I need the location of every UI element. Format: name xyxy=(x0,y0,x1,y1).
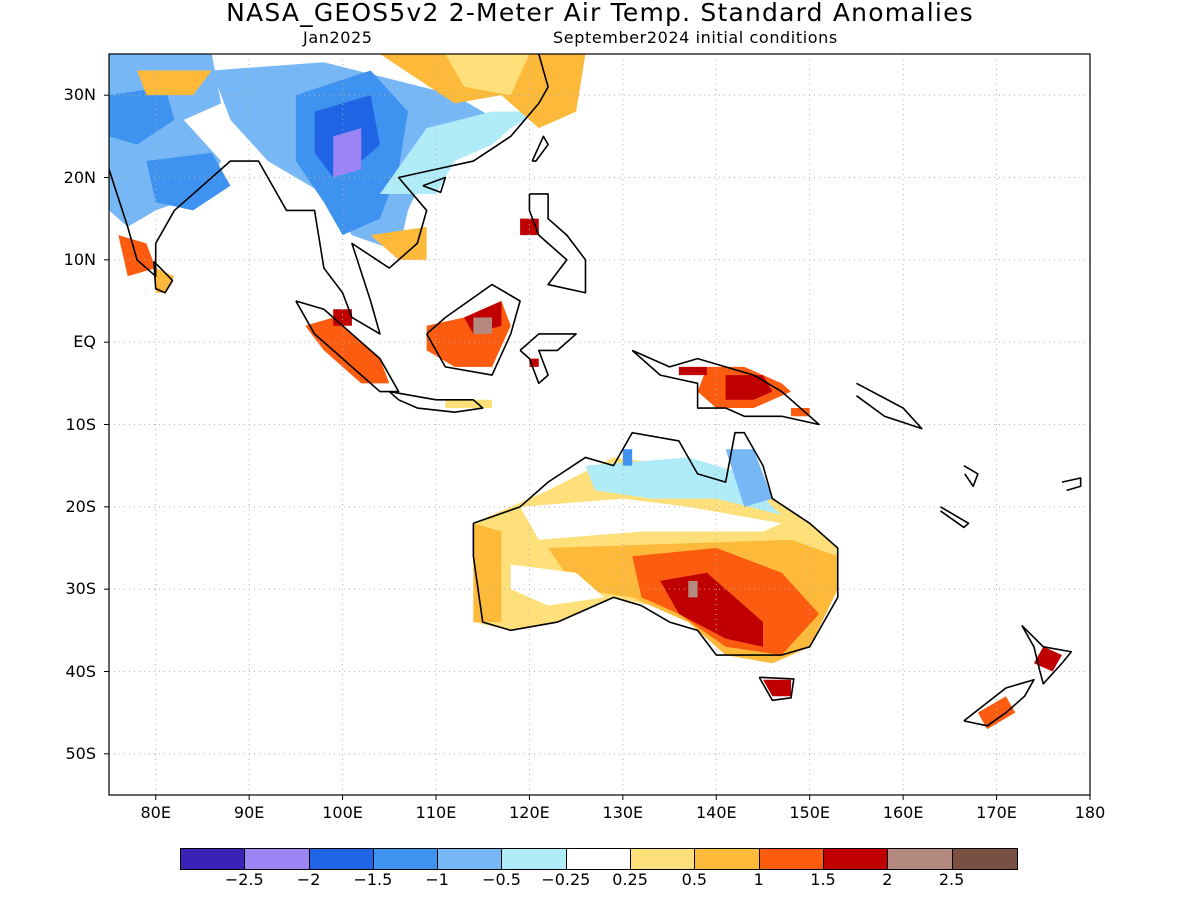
lat-label: 20S xyxy=(65,496,96,516)
lon-label: 110E xyxy=(415,803,457,822)
colorbar-label: 2.5 xyxy=(938,870,965,889)
lat-label: 10S xyxy=(65,414,96,434)
lon-label: 130E xyxy=(602,803,644,822)
lat-label: 30S xyxy=(65,579,96,599)
lat-label: 10N xyxy=(63,249,96,269)
new-guinea-very-hot-region xyxy=(725,375,773,400)
graticule xyxy=(104,54,1091,800)
lon-label: 100E xyxy=(322,803,363,822)
cape-york-cool-region xyxy=(725,449,773,507)
south-india-hot-region xyxy=(118,235,156,277)
colorbar-swatch xyxy=(245,849,310,869)
colorbar-label: −0.25 xyxy=(541,870,591,889)
colorbar-label: −2 xyxy=(296,870,321,889)
myanmar-very-cold-region xyxy=(333,128,362,178)
colorbar-swatch xyxy=(502,849,567,869)
sumatra-hot-region xyxy=(305,317,390,384)
colorbar xyxy=(180,848,1018,870)
new-caledonia-coastline xyxy=(940,506,970,529)
colorbar-swatch xyxy=(309,849,374,869)
fiji-coastline xyxy=(1061,477,1082,492)
colorbar-swatch xyxy=(373,849,439,869)
srilanka-warm-region xyxy=(155,268,175,293)
colorbar-swatch xyxy=(181,849,246,869)
java-coastline xyxy=(388,390,484,413)
colorbar-label: 2 xyxy=(882,870,893,889)
colorbar-label: −2.5 xyxy=(224,870,264,889)
initial-conditions: September2024 initial conditions xyxy=(553,28,838,47)
colorbar-label: 1 xyxy=(753,870,764,889)
lon-label: 150E xyxy=(789,803,831,822)
colorbar-swatch xyxy=(823,849,889,869)
solomon-islands-coastline xyxy=(855,382,923,430)
india-cold-region xyxy=(146,152,231,211)
new-zealand-south-coastline xyxy=(963,678,1035,727)
lat-label: 20N xyxy=(63,167,96,187)
mainland-asia-coastline xyxy=(109,54,549,335)
sulawesi-coastline xyxy=(519,333,577,385)
colorbar-label: 0.5 xyxy=(681,870,708,889)
colorbar-label: 0.25 xyxy=(612,870,648,889)
tibet-warm-region xyxy=(137,70,212,96)
borneo-coastline xyxy=(425,283,521,376)
sumatra-coastline xyxy=(295,300,400,393)
lat-label: EQ xyxy=(73,332,96,352)
taiwan-coastline xyxy=(531,135,549,162)
new-guinea-coastline xyxy=(631,349,820,426)
forecast-month: Jan2025 xyxy=(303,28,373,47)
lon-label: 120E xyxy=(509,803,550,822)
lon-label: 160E xyxy=(882,803,924,822)
sri-lanka-coastline xyxy=(153,260,174,294)
china-mild-region xyxy=(445,54,530,96)
lon-label: 180 xyxy=(1074,803,1106,822)
lon-label: 90E xyxy=(233,803,265,822)
lat-label: 50S xyxy=(65,743,96,763)
australia-coastline xyxy=(472,431,839,656)
cambodia-warm-region xyxy=(370,226,427,260)
new-zealand-north-coastline xyxy=(1021,624,1073,685)
arnhem-cold-region xyxy=(622,449,633,466)
tasmania-coastline xyxy=(758,676,795,702)
vanuatu-coastline xyxy=(963,464,979,488)
colorbar-swatch xyxy=(952,849,1017,869)
map-title: NASA_GEOS5v2 2-Meter Air Temp. Standard … xyxy=(226,0,974,27)
lon-label: 140E xyxy=(695,803,737,822)
coastlines xyxy=(109,54,1082,727)
colorbar-label: −0.5 xyxy=(482,870,521,889)
anomaly-fields xyxy=(109,54,1062,730)
new-guinea-very-hot-region xyxy=(678,366,707,376)
colorbar-swatch xyxy=(695,849,760,869)
colorbar-swatch xyxy=(888,849,953,869)
java-mild-region xyxy=(445,399,493,409)
new-zealand-hot-region xyxy=(977,696,1016,730)
map-frame xyxy=(108,53,1091,796)
colorbar-swatch xyxy=(759,849,824,869)
india-cold-region xyxy=(109,86,175,145)
australia-very-hot-region xyxy=(660,572,763,647)
colorbar-label: 1.5 xyxy=(810,870,836,889)
lon-label: 80E xyxy=(140,803,171,822)
australia-extreme-region xyxy=(688,580,698,598)
western-australia-warm-region xyxy=(473,523,502,623)
australia-neutral-region xyxy=(510,564,605,606)
philippines-coastline xyxy=(528,193,587,294)
hainan-coastline xyxy=(422,176,447,194)
colorbar-label: −1.5 xyxy=(353,870,393,889)
new-zealand-hot-region xyxy=(1033,646,1062,672)
lon-label: 170E xyxy=(976,803,1017,822)
tasmania-hot-region xyxy=(763,679,792,697)
colorbar-swatch xyxy=(566,849,632,869)
lat-label: 30N xyxy=(63,85,96,105)
colorbar-swatch xyxy=(438,849,503,869)
colorbar-swatch xyxy=(631,849,696,869)
borneo-extreme-region xyxy=(473,317,493,334)
new-guinea-hot-region xyxy=(791,408,810,417)
colorbar-label: −1 xyxy=(425,870,449,889)
lat-label: 40S xyxy=(65,661,96,681)
